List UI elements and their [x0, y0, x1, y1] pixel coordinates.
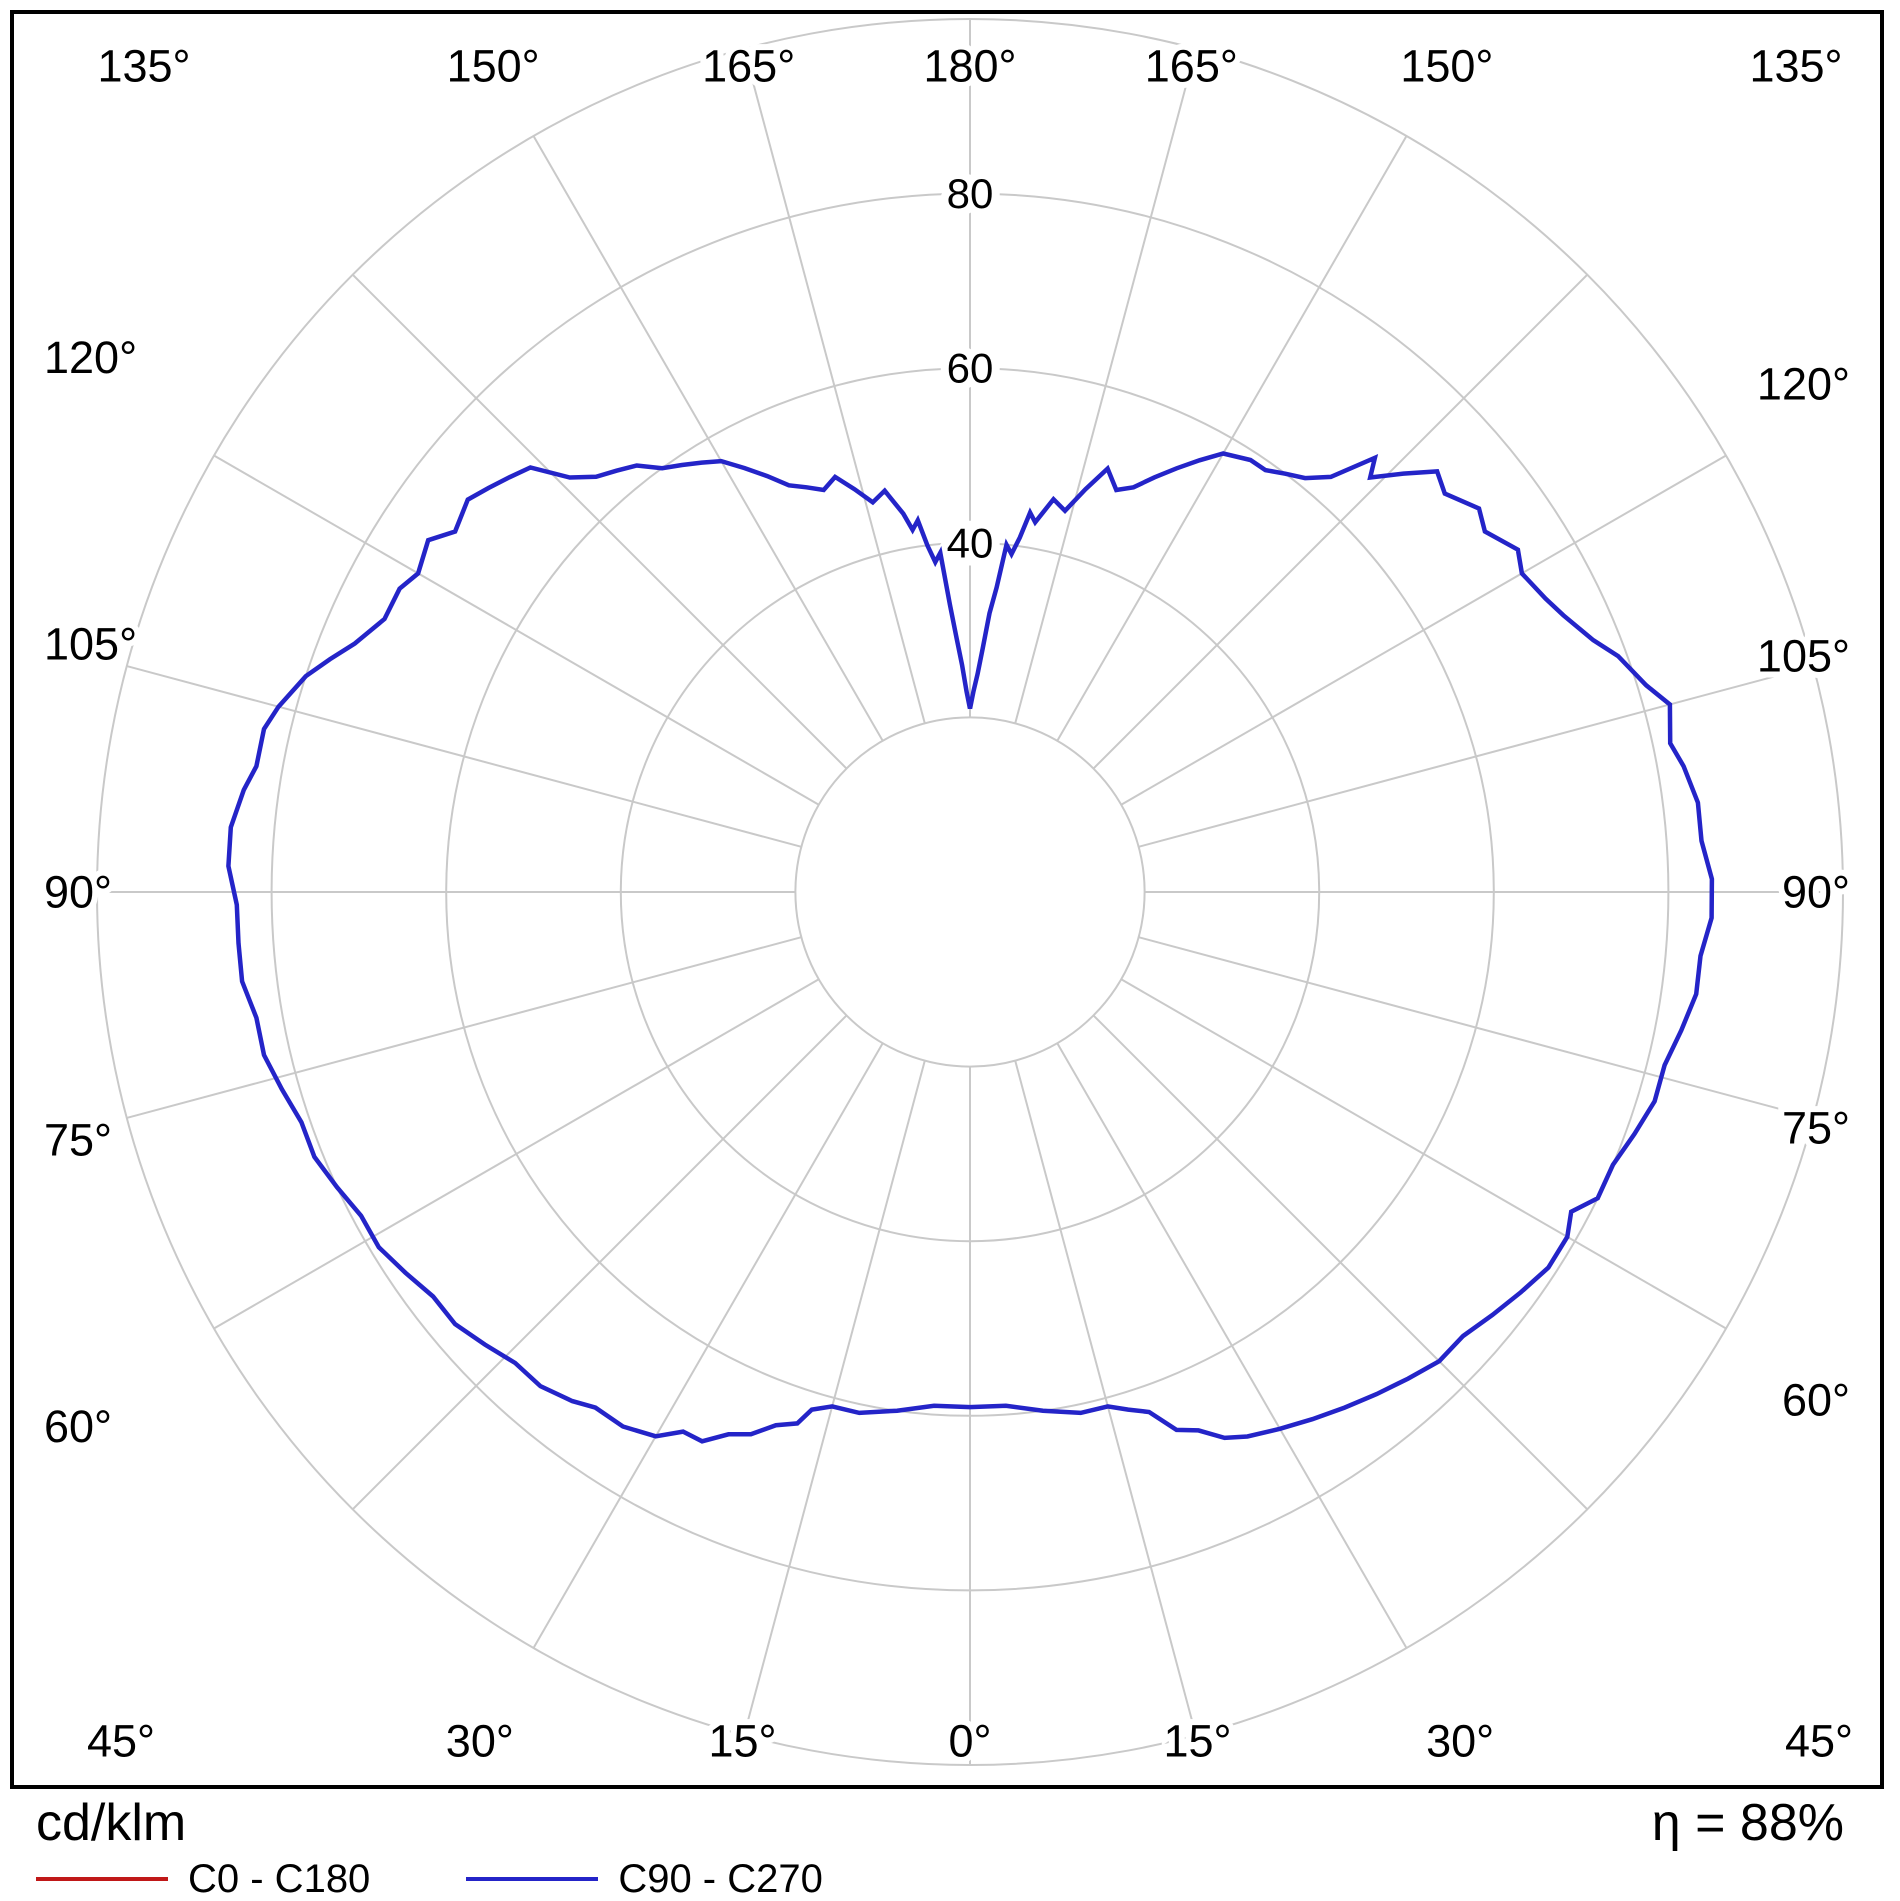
- legend-label-c0-c180: C0 - C180: [188, 1857, 371, 1901]
- polar-chart-frame: 40 60 80 0° 15° 15° 30° 30° 45° 45° 60° 60° 75° 75° 90…: [10, 10, 1884, 1789]
- svg-text:135°: 135°: [1749, 41, 1842, 92]
- svg-text:45°: 45°: [87, 1716, 155, 1767]
- units-label: cd/klm: [36, 1794, 187, 1852]
- svg-text:40: 40: [947, 519, 994, 566]
- svg-text:150°: 150°: [447, 41, 540, 92]
- svg-text:165°: 165°: [702, 41, 795, 92]
- svg-text:0°: 0°: [948, 1716, 991, 1767]
- legend: C0 - C180 C90 - C270: [36, 1859, 823, 1899]
- svg-text:60: 60: [947, 345, 994, 392]
- svg-text:75°: 75°: [44, 1115, 112, 1166]
- svg-text:90°: 90°: [1782, 867, 1850, 918]
- svg-text:90°: 90°: [44, 867, 112, 918]
- svg-text:45°: 45°: [1785, 1716, 1853, 1767]
- svg-text:135°: 135°: [97, 41, 190, 92]
- efficiency-label: η = 88%: [1651, 1794, 1844, 1852]
- svg-text:150°: 150°: [1400, 41, 1493, 92]
- svg-text:15°: 15°: [1163, 1716, 1231, 1767]
- svg-text:30°: 30°: [1426, 1716, 1494, 1767]
- svg-text:120°: 120°: [1757, 358, 1850, 409]
- svg-text:15°: 15°: [708, 1716, 776, 1767]
- svg-text:60°: 60°: [44, 1401, 112, 1452]
- polar-photometric-chart: 40 60 80 0° 15° 15° 30° 30° 45° 45° 60° 60° 75° 75° 90…: [38, 18, 1859, 1773]
- c90-c270-line-icon: [466, 1877, 599, 1881]
- svg-text:180°: 180°: [923, 41, 1016, 92]
- svg-text:120°: 120°: [44, 332, 137, 383]
- legend-label-c90-c270: C90 - C270: [618, 1857, 823, 1901]
- legend-item-c0-c180: C0 - C180: [36, 1859, 370, 1899]
- svg-text:105°: 105°: [44, 618, 137, 669]
- legend-item-c90-c270: C90 - C270: [466, 1859, 823, 1899]
- svg-text:105°: 105°: [1757, 631, 1850, 682]
- svg-text:60°: 60°: [1782, 1375, 1850, 1426]
- svg-text:165°: 165°: [1145, 41, 1238, 92]
- svg-text:30°: 30°: [446, 1716, 514, 1767]
- c0-c180-line-icon: [36, 1877, 168, 1881]
- svg-text:80: 80: [947, 170, 994, 217]
- svg-text:75°: 75°: [1782, 1102, 1850, 1153]
- chart-footer: cd/klm η = 88% C0 - C180 C90 - C270: [10, 1793, 1890, 1899]
